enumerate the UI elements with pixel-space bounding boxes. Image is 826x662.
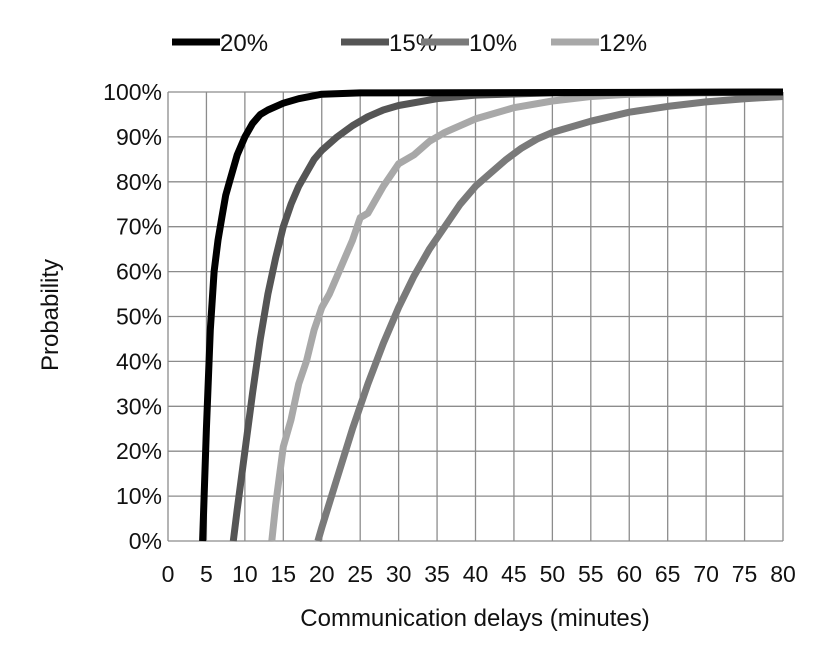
legend-label: 10% [469,30,517,57]
y-tick-label: 10% [116,483,162,509]
x-tick-label: 40 [463,561,489,587]
x-tick-label: 10 [232,561,258,587]
x-tick-label: 45 [501,561,527,587]
x-tick-label: 25 [347,561,373,587]
plot-area [199,88,784,542]
x-axis-ticks: 0 5 10 15 20 25 30 35 40 45 50 55 60 65 70 75 80 [162,561,796,587]
x-tick-label: 5 [200,561,213,587]
x-tick-label: 65 [655,561,681,587]
legend: 20% 15% 10% 12% [172,30,647,57]
x-tick-label: 35 [424,561,450,587]
y-tick-label: 100% [103,79,162,105]
x-axis-title: Communication delays (minutes) [300,605,649,632]
x-tick-label: 30 [386,561,412,587]
y-tick-label: 40% [116,348,162,374]
grid [167,91,784,542]
series-line-20-pct [199,88,784,542]
x-tick-label: 70 [693,561,719,587]
y-tick-label: 20% [116,438,162,464]
y-tick-label: 50% [116,304,162,330]
y-tick-label: 70% [116,214,162,240]
x-tick-label: 80 [770,561,796,587]
legend-label: 20% [220,30,268,57]
x-tick-label: 20 [309,561,335,587]
series-line-12-pct [268,88,784,542]
x-tick-label: 75 [732,561,758,587]
x-tick-label: 55 [578,561,604,587]
y-tick-label: 0% [129,528,162,554]
x-tick-label: 0 [162,561,175,587]
x-tick-label: 50 [540,561,566,587]
y-tick-label: 90% [116,124,162,150]
series-line-10-pct [314,93,784,542]
legend-label: 12% [599,30,647,57]
y-axis-ticks: 0% 10% 20% 30% 40% 50% 60% 70% 80% 90% 100% [103,79,162,554]
x-tick-label: 15 [271,561,297,587]
x-tick-label: 60 [616,561,642,587]
y-tick-label: 60% [116,259,162,285]
y-tick-label: 30% [116,393,162,419]
y-tick-label: 80% [116,169,162,195]
y-axis-title: Probability [37,259,64,371]
series-line-15-pct [229,88,784,542]
